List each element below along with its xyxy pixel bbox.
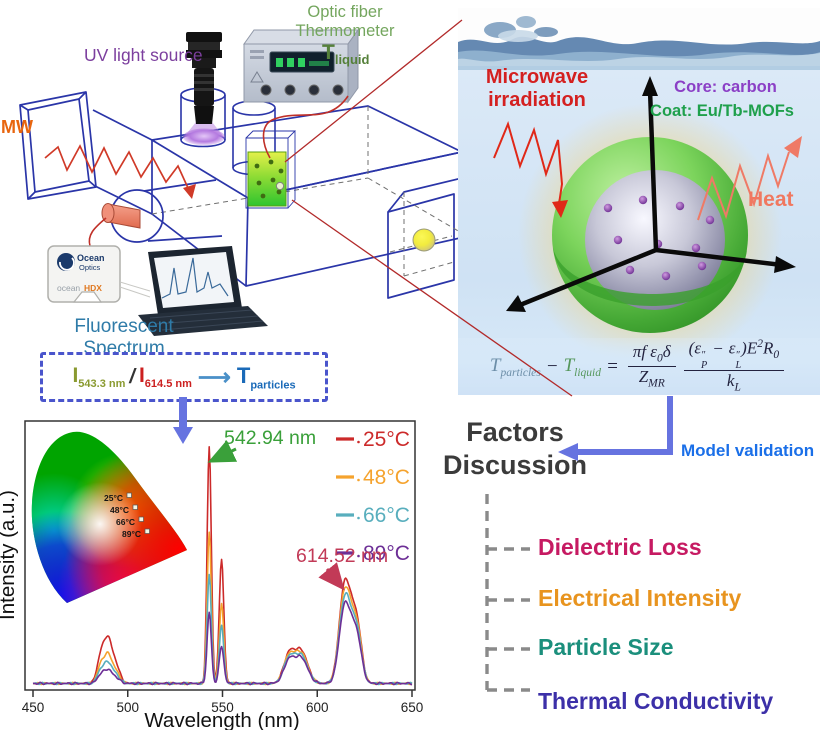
series-66°C — [33, 573, 413, 686]
eq-fraction-1: πf ε0δ ZMR — [627, 342, 676, 390]
shell-front-rim — [553, 248, 747, 307]
chart-y-axis-label: Intensity (a.u.) — [0, 490, 19, 620]
chart-x-axis-label: Wavelength (nm) — [144, 709, 299, 730]
legend-entry-89°C: 89°C — [363, 542, 410, 565]
svg-text:450: 450 — [22, 700, 45, 715]
spectrometer-brand-bottom: Optics — [79, 263, 101, 272]
svg-text:550: 550 — [211, 700, 234, 715]
cie-label-89°C: 89°C — [122, 529, 141, 539]
laptop — [138, 246, 268, 336]
t-particles-token: Tparticles — [236, 362, 296, 392]
spectrometer-box: Ocean Optics ocean HDX — [47, 245, 121, 303]
mechanism-panel: Microwave irradiation Core: carbon Coat:… — [458, 8, 820, 395]
eq-t-liquid: Tliquid — [563, 354, 601, 379]
plot-border — [24, 420, 416, 691]
factors-tree — [485, 494, 530, 692]
coat-label: Coat: Eu/Tb-MOFs — [650, 102, 794, 120]
ratio-arrow-icon: ⟶ — [197, 363, 231, 390]
legend-entry-66°C: 66°C — [363, 504, 410, 527]
laptop-screen — [154, 252, 234, 308]
i-543-token: I543.3 nm — [72, 363, 126, 391]
spectrum-chart: 25°C 48°C 66°C 89°C 450 500 550 600 650 25°C 48°… — [0, 415, 450, 730]
fiber-to-cuvette — [262, 95, 349, 159]
sample-cuvette — [245, 130, 297, 209]
series-48°C — [32, 531, 413, 686]
ratio-slash: / — [129, 365, 135, 388]
spectrometer-model-prefix: ocean — [57, 283, 80, 293]
uv-light-source-label: UV light source — [84, 45, 203, 65]
spectrometer-brand-top: Ocean — [77, 253, 105, 263]
factor-item-3: Particle Size — [538, 634, 674, 660]
mw-label: MW — [1, 117, 33, 137]
microwave-irradiation-label: Microwave irradiation — [485, 66, 589, 111]
series-25°C — [32, 445, 413, 686]
magnetron-sphere — [412, 228, 436, 252]
cie-point-labels: 25°C 48°C 66°C 89°C — [104, 492, 150, 539]
eq-t-particles: Tparticles — [489, 354, 541, 379]
peak-annotation-614.52: 614.52 nm — [296, 545, 388, 567]
cie-label-66°C: 66°C — [116, 517, 135, 527]
peak-annotations: 542.94 nm 614.52 nm — [207, 427, 388, 591]
fiber-to-spectrometer — [88, 217, 107, 247]
factor-item-4: Thermal Conductivity — [538, 688, 774, 714]
uv-glow — [183, 128, 225, 146]
svg-text:650: 650 — [401, 700, 424, 715]
fiber-port-cylinder — [101, 179, 223, 243]
uv-flashlight — [183, 32, 225, 146]
series-89°C — [32, 600, 412, 686]
factors-title: Factors Discussion — [442, 417, 588, 480]
legend: 25°C 48°C 66°C 89°C — [336, 428, 410, 565]
heat-label: Heat — [748, 188, 794, 211]
optic-fiber-thermometer-label: Optic fiber Thermometer — [295, 3, 395, 40]
model-validation-label: Model validation — [681, 441, 815, 460]
svg-text:500: 500 — [116, 700, 139, 715]
microwave-wave-arrow — [44, 144, 196, 199]
legend-entry-48°C: 48°C — [363, 466, 410, 489]
core-label: Core: carbon — [674, 78, 777, 96]
x-axis-ticks: 450 500 550 600 650 — [22, 690, 424, 715]
fiber-tip — [275, 181, 285, 191]
spectra-curves — [32, 445, 413, 686]
factor-item-1: Dielectric Loss — [538, 534, 702, 560]
cie-label-48°C: 48°C — [110, 505, 129, 515]
usb-link-lines — [119, 281, 151, 298]
peak-annotation-542.94: 542.94 nm — [224, 427, 316, 449]
heating-equation: Tparticles − Tliquid = πf ε0δ ZMR (ε ″ P − ε… — [458, 338, 820, 395]
legend-entry-25°C: 25°C — [363, 428, 410, 451]
heat-wave-arrow — [697, 136, 802, 221]
intensity-ratio-box: I543.3 nm / I614.5 nm ⟶ Tparticles — [40, 352, 328, 402]
i-614-token: I614.5 nm — [138, 363, 192, 391]
mechanism-graphic — [458, 8, 820, 367]
factor-item-2: Electrical Intensity — [538, 585, 742, 611]
t-liquid-label: Tliquid — [322, 41, 370, 68]
svg-text:600: 600 — [306, 700, 329, 715]
cie-label-25°C: 25°C — [104, 493, 123, 503]
cie-inset: 25°C 48°C 66°C 89°C — [31, 431, 187, 603]
eq-fraction-2: (ε ″ P − ε ″ L)E2R0 kL — [683, 338, 785, 395]
spectrometer-model-suffix: HDX — [84, 283, 102, 293]
water-surface — [458, 8, 820, 70]
